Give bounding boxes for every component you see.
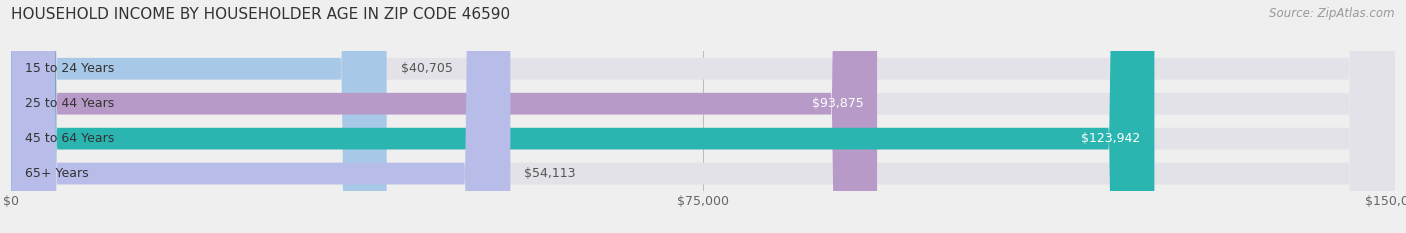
Text: 45 to 64 Years: 45 to 64 Years <box>25 132 114 145</box>
Text: $40,705: $40,705 <box>401 62 453 75</box>
Text: $93,875: $93,875 <box>811 97 863 110</box>
FancyBboxPatch shape <box>11 0 877 233</box>
Text: 25 to 44 Years: 25 to 44 Years <box>25 97 114 110</box>
Text: 15 to 24 Years: 15 to 24 Years <box>25 62 114 75</box>
FancyBboxPatch shape <box>11 0 1395 233</box>
FancyBboxPatch shape <box>11 0 1395 233</box>
Text: 65+ Years: 65+ Years <box>25 167 89 180</box>
Text: $123,942: $123,942 <box>1081 132 1140 145</box>
FancyBboxPatch shape <box>11 0 1154 233</box>
FancyBboxPatch shape <box>11 0 1395 233</box>
FancyBboxPatch shape <box>11 0 1395 233</box>
FancyBboxPatch shape <box>11 0 510 233</box>
FancyBboxPatch shape <box>11 0 387 233</box>
Text: $54,113: $54,113 <box>524 167 575 180</box>
Text: HOUSEHOLD INCOME BY HOUSEHOLDER AGE IN ZIP CODE 46590: HOUSEHOLD INCOME BY HOUSEHOLDER AGE IN Z… <box>11 7 510 22</box>
Text: Source: ZipAtlas.com: Source: ZipAtlas.com <box>1270 7 1395 20</box>
